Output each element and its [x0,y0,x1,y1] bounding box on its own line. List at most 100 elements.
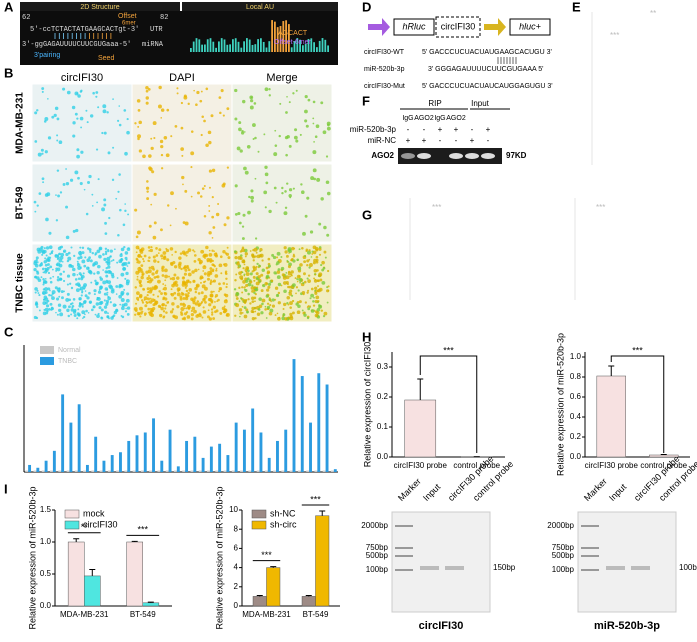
cell [254,317,256,319]
cell [73,298,76,301]
cell [92,252,94,254]
cell [34,111,37,114]
label: + [406,136,411,145]
cell [306,291,308,293]
cell [312,117,314,119]
cell [315,295,319,299]
bar [260,432,263,472]
panel-letter: F [362,93,370,108]
cell [254,137,257,140]
cell [146,190,148,192]
cell [150,308,152,310]
cell [111,290,115,294]
cell [37,292,39,294]
x-tick-label: circIFI30 probe [394,461,448,470]
cell [136,278,138,280]
cell [117,120,119,122]
bar [53,451,56,472]
legend-swatch [40,346,54,354]
cell [72,106,75,109]
cell [318,223,321,226]
cell [143,289,145,291]
label: 5' GACCCUCUACUAUGAAGCACUGU 3' [422,49,552,56]
cell [297,310,301,314]
cell [101,308,104,311]
cell [188,288,192,292]
au-bar [324,40,326,52]
cell [238,287,240,289]
cell [45,308,49,312]
cell [286,96,288,98]
cell [295,140,298,143]
cell [215,296,217,298]
bar [143,603,159,606]
bar [177,466,180,472]
cell [44,297,48,301]
cell [146,197,149,200]
cell [207,278,210,281]
bar [267,568,280,606]
cell [277,317,281,321]
cell [170,310,173,313]
cell [35,264,39,268]
cell [327,192,331,196]
cell [134,122,136,124]
cell [38,153,42,157]
cell [275,144,278,147]
cell [160,140,163,143]
cell [63,183,66,186]
cell [307,277,309,279]
au-bar [327,45,329,52]
cell [276,256,278,258]
cell [52,290,56,294]
cell [226,283,228,285]
cell [112,259,114,261]
cell [67,91,71,95]
cell [219,312,222,315]
cell [298,275,300,277]
cell [244,315,248,319]
cell [234,288,236,290]
cell [201,134,203,136]
cell [204,215,207,218]
label: 500bp [366,551,389,560]
bar [240,471,243,472]
cell [58,309,61,312]
cell [71,302,73,304]
cell [166,258,169,261]
label: miR-520b-3p [364,66,405,73]
cell [211,250,213,252]
cell [242,267,244,269]
cell [261,289,264,292]
cell [124,278,126,280]
label: 3' GGGAGAUUUUCUUCGUGAAA 5' [428,66,543,73]
cell [106,111,108,113]
cell [311,253,313,255]
cell [266,289,269,292]
bar [136,435,139,472]
cell [186,290,188,292]
cell [108,217,110,219]
cell [278,292,280,294]
cell [320,197,323,200]
cell [291,275,293,277]
legend-swatch [252,510,266,518]
legend-label: TNBC [58,358,77,365]
cell [311,309,315,313]
cell [162,303,165,306]
cell [314,290,316,292]
y-tick-label: 4 [234,563,239,572]
cell [149,260,151,262]
bar [191,471,194,472]
cell [96,314,100,318]
cell [107,249,109,251]
panel-letter: D [362,0,371,14]
cell [261,259,263,261]
cell [283,303,286,306]
cell [111,260,113,262]
cell [227,247,229,249]
cell [252,266,255,269]
cell [313,261,316,264]
cell [220,272,222,274]
cell [203,310,207,314]
